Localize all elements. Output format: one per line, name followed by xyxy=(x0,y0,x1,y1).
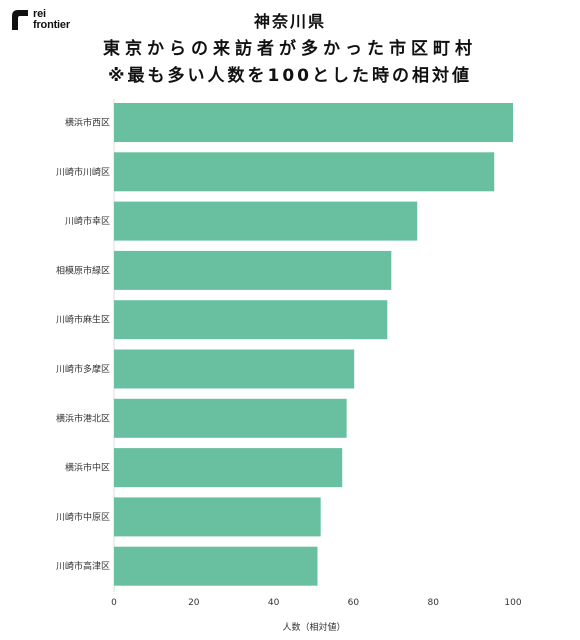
category-label: 川崎市麻生区 xyxy=(56,314,110,326)
chart-title-line3: ※最も多い人数を100とした時の相対値 xyxy=(107,66,472,86)
x-tick-label: 0 xyxy=(111,598,117,608)
bar xyxy=(114,152,495,192)
category-label: 相模原市緑区 xyxy=(56,264,110,276)
brand-logo: rei frontier xyxy=(12,8,92,32)
chart-title-line2: 東京からの来訪者が多かった市区町村 xyxy=(103,39,477,59)
category-label: 川崎市幸区 xyxy=(65,215,110,227)
bar xyxy=(114,398,347,438)
category-label: 川崎市川崎区 xyxy=(56,166,110,178)
bar xyxy=(114,201,418,241)
logo-text-line2: frontier xyxy=(33,19,70,31)
x-tick-label: 20 xyxy=(188,598,200,608)
x-tick-label: 100 xyxy=(504,598,521,608)
category-label: 川崎市中原区 xyxy=(56,511,110,523)
bar xyxy=(114,448,343,488)
category-label: 横浜市西区 xyxy=(65,117,110,129)
x-axis-label: 人数（相対値） xyxy=(282,623,346,633)
x-tick-label: 60 xyxy=(348,598,360,608)
bar xyxy=(114,349,355,389)
bar xyxy=(114,497,321,537)
x-tick-label: 40 xyxy=(268,598,280,608)
bar xyxy=(114,546,318,586)
bar xyxy=(114,250,392,290)
category-label: 横浜市中区 xyxy=(65,462,110,474)
category-label: 横浜市港北区 xyxy=(56,412,110,424)
chart-title-line1: 神奈川県 xyxy=(253,12,326,31)
bar xyxy=(114,300,388,340)
bar xyxy=(114,103,513,142)
logo-text: rei frontier xyxy=(33,9,70,31)
x-tick-label: 80 xyxy=(427,598,439,608)
logo-mark-icon xyxy=(12,10,28,30)
category-label: 川崎市高津区 xyxy=(56,560,110,572)
logo-text-line1: rei xyxy=(33,8,46,20)
category-label: 川崎市多摩区 xyxy=(56,363,110,375)
